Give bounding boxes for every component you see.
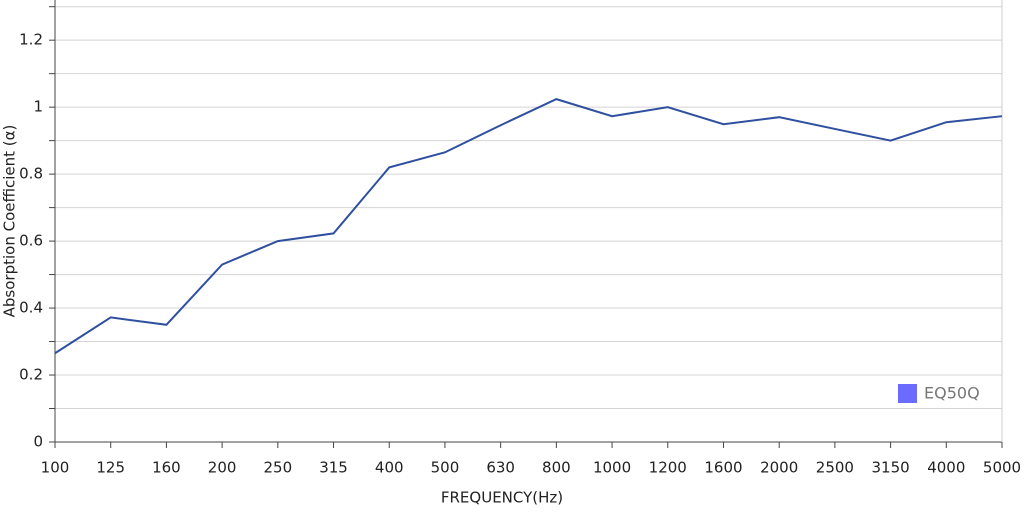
x-tick-label: 200 xyxy=(208,459,237,477)
y-axis-label: Absorption Coefficient (α) xyxy=(1,125,19,318)
y-tick-label: 0.4 xyxy=(19,299,43,317)
x-axis-label: FREQUENCY(Hz) xyxy=(441,489,563,507)
x-tick-label: 400 xyxy=(375,459,404,477)
legend-label: EQ50Q xyxy=(924,384,980,403)
x-tick-label: 315 xyxy=(319,459,348,477)
series-line xyxy=(54,98,1003,355)
x-tick-label: 4000 xyxy=(927,459,965,477)
x-tick-label: 1200 xyxy=(649,459,687,477)
legend-swatch xyxy=(898,384,917,403)
x-tick-label: 800 xyxy=(542,459,571,477)
y-tick-label: 0 xyxy=(33,433,43,451)
x-tick-label: 100 xyxy=(41,459,70,477)
x-tick-label: 3150 xyxy=(871,459,909,477)
x-tick-label: 1000 xyxy=(593,459,631,477)
x-tick-label: 1600 xyxy=(704,459,742,477)
x-tick-label: 125 xyxy=(96,459,125,477)
x-tick-label: 2000 xyxy=(760,459,798,477)
x-tick-label: 250 xyxy=(264,459,293,477)
y-tick-label: 1.2 xyxy=(19,31,43,49)
x-tick-label: 5000 xyxy=(983,459,1021,477)
y-tick-label: 0.2 xyxy=(19,366,43,384)
y-tick-label: 0.8 xyxy=(19,165,43,183)
x-tick-label: 630 xyxy=(486,459,515,477)
x-tick-label: 500 xyxy=(431,459,460,477)
y-tick-label: 0.6 xyxy=(19,232,43,250)
x-tick-label: 160 xyxy=(152,459,181,477)
y-tick-label: 1 xyxy=(33,98,43,116)
x-tick-label: 2500 xyxy=(816,459,854,477)
